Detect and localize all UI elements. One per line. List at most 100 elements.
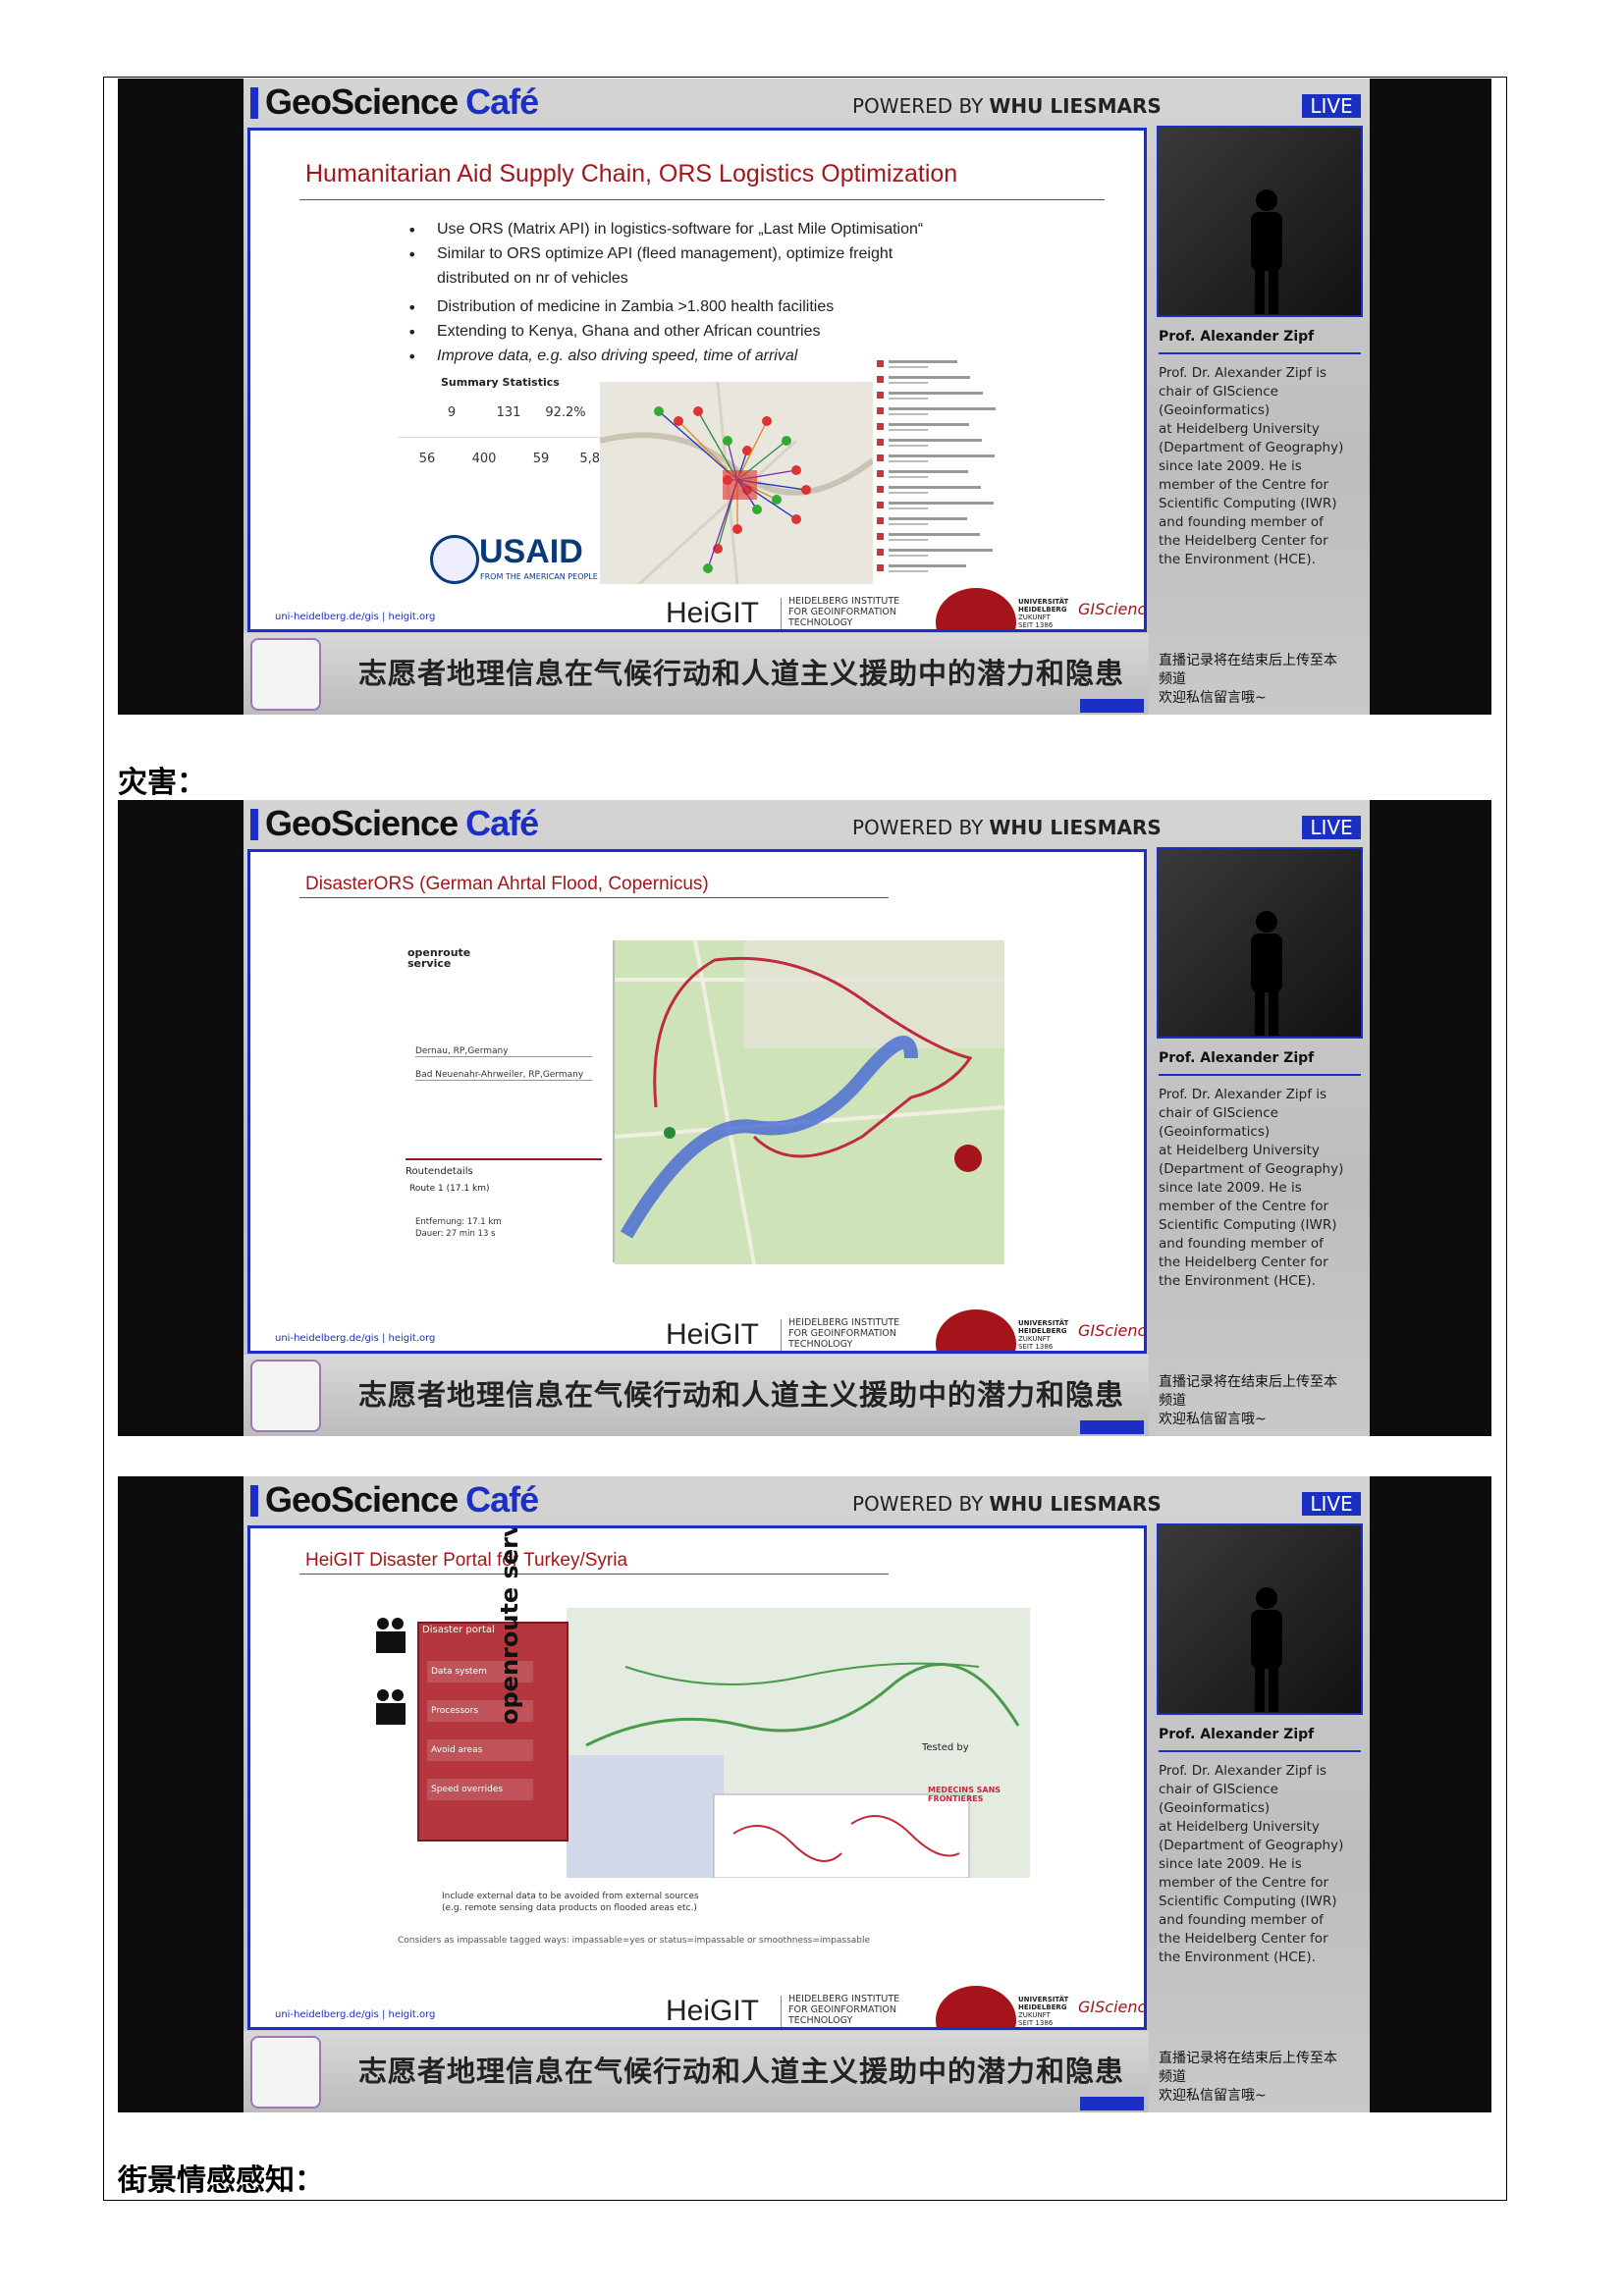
institute-line: HEIDELBERG INSTITUTE [788, 1317, 900, 1328]
stat-value: 59 [532, 452, 550, 466]
speaker-bio: the Heidelberg Center for [1159, 1255, 1328, 1270]
speaker-bio: the Heidelberg Center for [1159, 1931, 1328, 1947]
banner-accent [1080, 699, 1144, 713]
banner-note: 直播记录将在结束后上传至本 [1159, 653, 1337, 668]
portal-item: Avoid areas [427, 1739, 533, 1761]
stat-value: 9 [447, 405, 457, 420]
speaker-name: Prof. Alexander Zipf [1159, 1727, 1361, 1752]
ors-logo: service [407, 957, 452, 970]
speaker-bio: member of the Centre for [1159, 1199, 1329, 1214]
bullet-dot: • [407, 245, 417, 264]
portal-note: (e.g. remote sensing data products on fl… [442, 1903, 697, 1913]
banner-note: 直播记录将在结束后上传至本 [1159, 1374, 1337, 1390]
speaker-name: Prof. Alexander Zipf [1159, 329, 1361, 354]
slide-title: HeiGIT Disaster Portal for Turkey/Syria [305, 1550, 628, 1571]
illustration [600, 382, 873, 584]
speaker-bio: (Geoinformatics) [1159, 1800, 1271, 1816]
live-badge: LIVE [1302, 1492, 1361, 1516]
speaker-bio: at Heidelberg University [1159, 1819, 1320, 1835]
university-line: ZUKUNFT [1018, 614, 1051, 621]
brand-bar [250, 87, 258, 119]
stat-value: 131 [496, 405, 521, 420]
university-line: UNIVERSITÄT [1018, 1319, 1069, 1327]
usaid-logo: USAID [479, 533, 583, 570]
institute-line: HEIDELBERG INSTITUTE [788, 1994, 900, 2004]
powered-by: POWERED BY WHU LIESMARS [852, 94, 1162, 118]
speaker-bio: member of the Centre for [1159, 477, 1329, 493]
slide-title: Humanitarian Aid Supply Chain, ORS Logis… [305, 160, 958, 187]
institute-line: TECHNOLOGY [788, 617, 853, 628]
powered-text: WHU LIESMARS [989, 1492, 1162, 1516]
slide-footer-link: uni-heidelberg.de/gis | heigit.org [275, 2009, 436, 2020]
stats-title: Summary Statistics [441, 376, 560, 389]
speaker-bio: chair of GIScience [1159, 1105, 1278, 1121]
giscience-logo: GIScience [1078, 1321, 1147, 1340]
speaker-bio: Prof. Dr. Alexander Zipf is [1159, 1763, 1327, 1779]
institute-line: TECHNOLOGY [788, 1339, 853, 1350]
section-label: 街景情感感知： [118, 2163, 324, 2198]
slide-title: DisasterORS (German Ahrtal Flood, Copern… [305, 874, 709, 894]
powered-text: WHU LIESMARS [989, 816, 1162, 839]
usaid-sub: FROM THE AMERICAN PEOPLE [480, 572, 598, 581]
brand: GeoScience Café [265, 81, 539, 123]
university-line: UNIVERSITÄT [1018, 598, 1069, 606]
brand: GeoScience Café [265, 1479, 539, 1521]
speaker-bio: Prof. Dr. Alexander Zipf is [1159, 365, 1327, 381]
portal-item: Speed overrides [427, 1779, 533, 1800]
stats-divider [398, 437, 633, 438]
bullet-text: Improve data, e.g. also driving speed, t… [437, 347, 798, 364]
slide-footer-link: uni-heidelberg.de/gis | heigit.org [275, 612, 436, 622]
msf-logo: MEDECINS SANS FRONTIERES [928, 1786, 1001, 1803]
logo-divider [781, 598, 782, 629]
banner-note: 频道 [1159, 671, 1186, 687]
institute-line: HEIDELBERG INSTITUTE [788, 596, 900, 607]
speaker-bio: (Geoinformatics) [1159, 402, 1271, 418]
brand-text: Café [465, 803, 539, 843]
portal-note: Include external data to be avoided from… [442, 1892, 699, 1901]
title-rule [299, 897, 889, 898]
university-line: SEIT 1386 [1018, 621, 1054, 629]
banner-accent [1080, 1420, 1144, 1434]
brand-bar [250, 809, 258, 840]
speaker-bio: the Heidelberg Center for [1159, 533, 1328, 549]
bullet-dot: • [407, 347, 417, 366]
speaker-bio: member of the Centre for [1159, 1875, 1329, 1891]
university-seal [936, 1309, 1016, 1351]
speaker-bio: at Heidelberg University [1159, 421, 1320, 437]
banner-logo [250, 1360, 321, 1432]
banner-note: 欢迎私信留言哦~ [1159, 690, 1267, 706]
stat-value: 400 [471, 452, 497, 466]
impassable-note: Considers as impassable tagged ways: imp… [398, 1936, 871, 1946]
map [567, 1608, 1030, 1878]
institute-line: FOR GEOINFORMATION [788, 2004, 897, 2015]
illustration [877, 360, 996, 572]
ors-duration: Dauer: 27 min 13 s [415, 1229, 496, 1239]
slide: Humanitarian Aid Supply Chain, ORS Logis… [247, 128, 1147, 632]
powered-text: POWERED BY [852, 94, 984, 118]
brand: GeoScience Café [265, 803, 539, 844]
speaker-bio: Prof. Dr. Alexander Zipf is [1159, 1087, 1327, 1102]
portal-label: Disaster portal [422, 1625, 495, 1635]
powered-by: POWERED BY WHU LIESMARS [852, 816, 1162, 839]
ors-distance: Entfernung: 17.1 km [415, 1217, 502, 1227]
university-line: UNIVERSITÄT [1018, 1996, 1069, 2003]
speaker-bio: and founding member of [1159, 1236, 1324, 1252]
powered-text: POWERED BY [852, 1492, 984, 1516]
section-label: 灾害： [118, 766, 206, 800]
university-line: HEIDELBERG [1018, 2003, 1067, 2011]
live-badge: LIVE [1302, 816, 1361, 839]
speaker-name: Prof. Alexander Zipf [1159, 1050, 1361, 1076]
usaid-seal [430, 535, 479, 584]
bullet-text: distributed on nr of vehicles [437, 270, 628, 287]
speaker-bio: chair of GIScience [1159, 1782, 1278, 1797]
bullet-dot: • [407, 221, 417, 240]
speaker-bio: (Department of Geography) [1159, 1838, 1344, 1853]
heigit-logo: HeiGIT [666, 1318, 760, 1351]
portal-box [417, 1622, 568, 1842]
bullet-text: Distribution of medicine in Zambia >1.80… [437, 298, 835, 315]
banner-logo [250, 638, 321, 711]
banner-logo [250, 2036, 321, 2109]
ors-end: Bad Neuenahr-Ahrweiler, RP,Germany [415, 1070, 592, 1081]
banner [244, 633, 1149, 715]
brand-text: GeoScience [265, 803, 459, 843]
